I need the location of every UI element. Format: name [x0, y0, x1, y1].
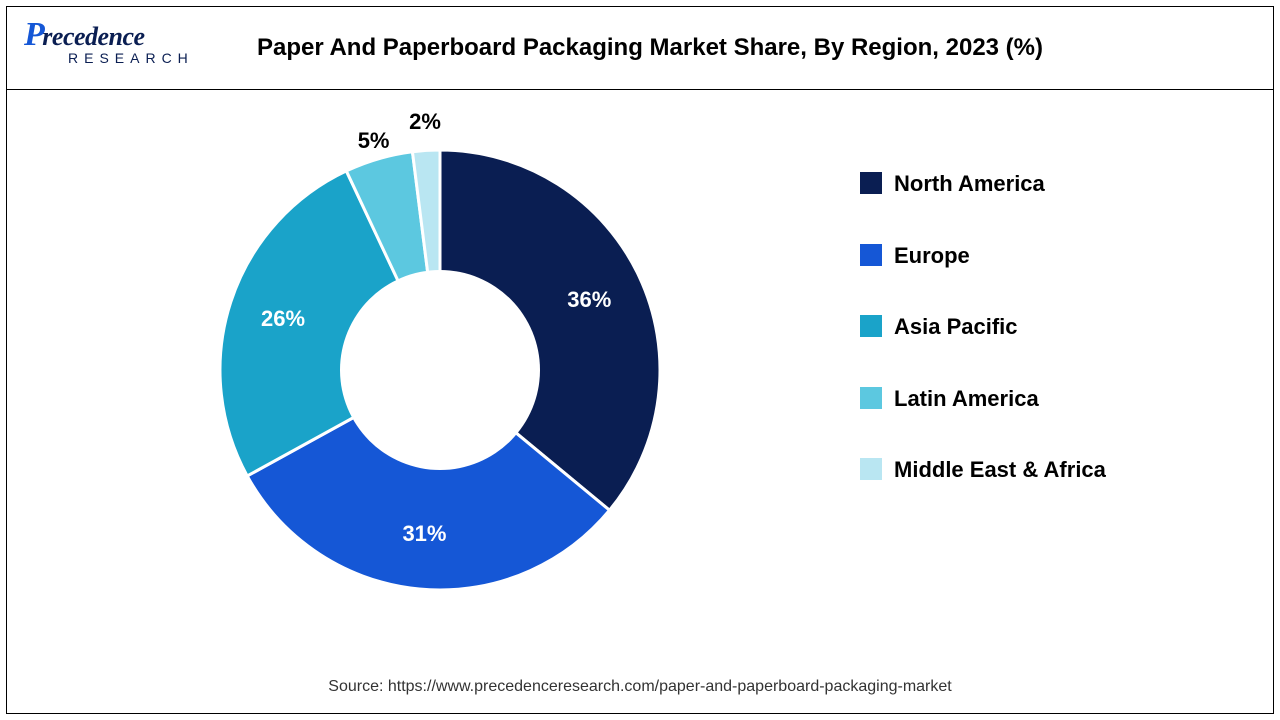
slice-pct-label: 31%: [402, 521, 446, 547]
legend-label: Latin America: [894, 385, 1039, 413]
donut-hole: [340, 270, 540, 470]
legend-item: Latin America: [860, 385, 1160, 413]
legend-swatch: [860, 315, 882, 337]
legend-swatch: [860, 172, 882, 194]
legend-label: Europe: [894, 242, 970, 270]
chart-area: 36% 31% 26% 5% 2% North America Europe Asia Pa…: [40, 110, 1240, 660]
source-text: Source: https://www.precedenceresearch.c…: [0, 678, 1280, 696]
legend-label: Middle East & Africa: [894, 456, 1106, 484]
slice-pct-label: 2%: [409, 109, 441, 135]
legend-item: Asia Pacific: [860, 313, 1160, 341]
logo-accent-letter: P: [24, 16, 44, 54]
slice-pct-label: 36%: [567, 287, 611, 313]
legend-swatch: [860, 387, 882, 409]
header: P recedence RESEARCH Paper And Paperboar…: [6, 6, 1274, 90]
legend-label: North America: [894, 170, 1045, 198]
legend-item: Middle East & Africa: [860, 456, 1160, 484]
slice-pct-label: 26%: [261, 306, 305, 332]
legend-swatch: [860, 458, 882, 480]
donut-chart: 36%31%26%5%2%: [190, 120, 690, 620]
logo-wordmark-rest: recedence: [42, 22, 144, 52]
legend-item: North America: [860, 170, 1160, 198]
legend-item: Europe: [860, 242, 1160, 270]
slice-pct-label: 5%: [358, 128, 390, 154]
logo: P recedence RESEARCH: [24, 16, 224, 66]
legend-swatch: [860, 244, 882, 266]
legend: North America Europe Asia Pacific Latin Ame…: [860, 170, 1160, 528]
logo-wordmark-bottom: RESEARCH: [68, 50, 224, 66]
logo-wordmark-top: P recedence: [24, 16, 224, 54]
legend-label: Asia Pacific: [894, 313, 1018, 341]
